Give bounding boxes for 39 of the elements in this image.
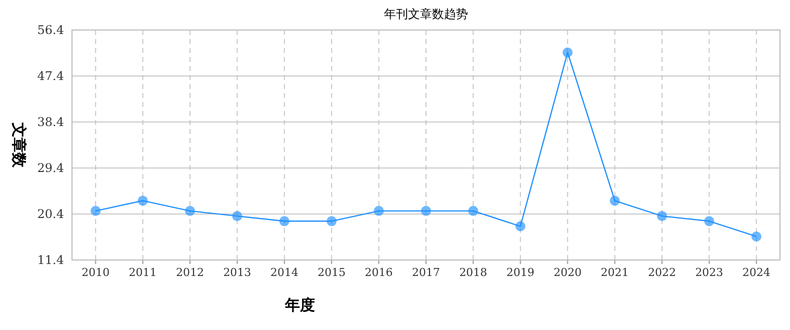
point [657, 211, 667, 222]
y-tick-label: 29.4 [37, 161, 64, 175]
x-tick-label: 2024 [742, 266, 770, 279]
y-tick-label: 11.4 [37, 253, 64, 267]
x-tick-label: 2023 [695, 266, 724, 279]
point [279, 216, 290, 226]
x-tick-label: 2015 [318, 266, 346, 279]
x-tick-label: 2014 [270, 266, 298, 279]
x-tick-label: 2012 [176, 266, 204, 279]
x-tick-label: 2010 [82, 266, 110, 279]
x-tick-label: 2016 [364, 266, 393, 279]
point [138, 196, 148, 206]
x-tick-label: 2019 [506, 266, 534, 279]
x-axis-title: 年度 [284, 296, 315, 314]
point [232, 211, 242, 222]
point [751, 231, 762, 242]
y-tick-label: 56.4 [37, 23, 64, 37]
point [374, 206, 384, 216]
y-axis-title: 文章数 [10, 122, 28, 168]
point [468, 206, 478, 216]
point [562, 47, 573, 58]
x-tick-label: 2021 [600, 266, 629, 279]
x-tick-label: 2018 [459, 266, 488, 279]
chart-title: 年刊文章数趋势 [384, 7, 468, 21]
point [515, 221, 526, 232]
y-tick-label: 20.4 [37, 207, 64, 221]
x-tick-label: 2020 [554, 266, 582, 279]
x-tick-label: 2022 [648, 266, 676, 279]
point [610, 196, 620, 206]
x-tick-label: 2013 [223, 266, 252, 279]
x-tick-label: 2017 [412, 266, 440, 279]
point [704, 216, 714, 226]
point [185, 206, 195, 216]
point [326, 216, 337, 226]
point [421, 206, 431, 216]
y-tick-label: 38.4 [37, 115, 64, 129]
point [90, 206, 101, 216]
x-tick-label: 2011 [128, 266, 157, 279]
y-tick-label: 47.4 [37, 69, 64, 83]
